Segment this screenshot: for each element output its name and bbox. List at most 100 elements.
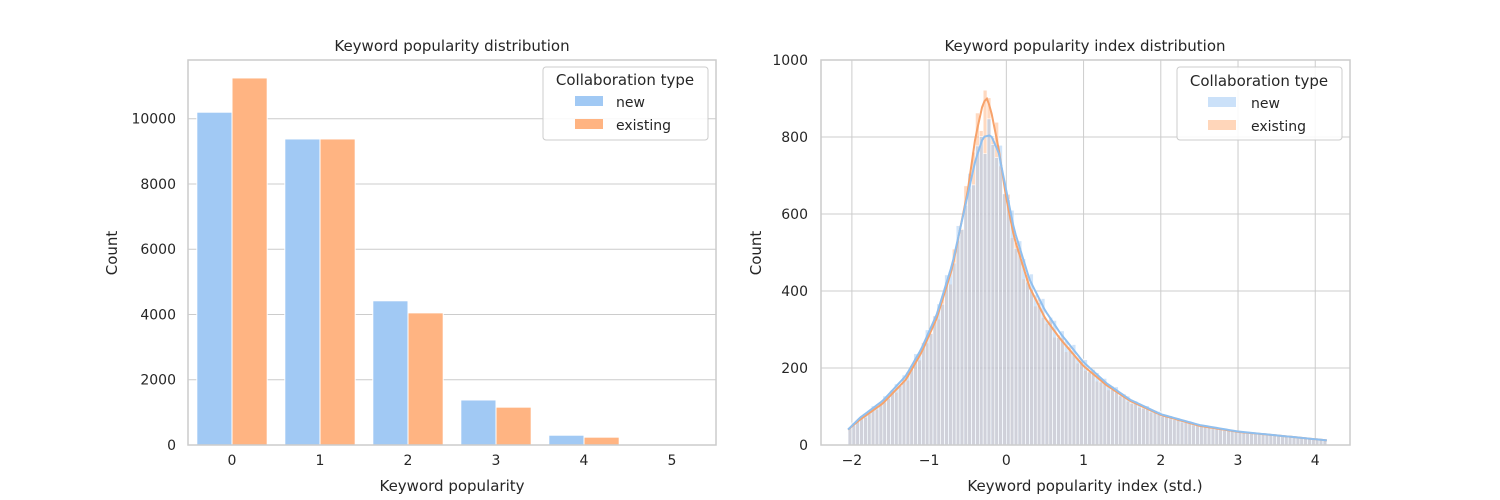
hist-bar-new — [1033, 294, 1038, 446]
legend-title: Collaboration type — [1190, 72, 1328, 90]
hist-bar-new — [932, 315, 938, 446]
hist-bar-new — [1083, 359, 1088, 446]
y-tick-label: 800 — [781, 130, 808, 146]
hist-bar-new — [855, 421, 860, 446]
hist-bar-new — [1145, 405, 1150, 446]
hist-bar-new — [1075, 357, 1081, 446]
hist-bar-new — [1191, 423, 1196, 446]
y-tick-label: 2000 — [140, 373, 176, 389]
plot-frame — [187, 59, 717, 446]
histogram-bars — [847, 89, 1328, 446]
legend: Collaboration type new existing — [542, 66, 709, 141]
hist-bar-new — [1137, 403, 1142, 446]
hist-bar-new — [1098, 381, 1104, 446]
histogram-panel: 0 200 400 600 800 1000 −2 −1 0 1 2 3 4 Keyword popul… — [747, 37, 1351, 495]
bar-existing — [231, 77, 268, 446]
hist-bar-new — [1052, 320, 1057, 446]
hist-bar-new — [1164, 415, 1169, 446]
legend-swatch-existing — [1208, 120, 1236, 130]
hist-bar-new — [928, 333, 934, 446]
hist-bar-new — [1199, 423, 1204, 446]
hist-bar-new — [1002, 193, 1007, 446]
hist-bar-new — [1195, 424, 1200, 446]
x-tick-label: 5 — [668, 453, 677, 469]
legend-label-existing: existing — [1251, 119, 1306, 135]
bars — [196, 77, 708, 446]
hist-bar-new — [959, 229, 965, 446]
y-tick-label: 10000 — [131, 112, 176, 128]
hist-bar-new — [1125, 395, 1131, 446]
hist-bar-new — [1040, 298, 1046, 446]
bar-existing — [407, 312, 444, 446]
y-axis-label: Count — [747, 231, 765, 276]
hist-bar-new — [1222, 428, 1227, 446]
hist-bar-new — [905, 371, 911, 446]
hist-bar-new — [909, 369, 914, 446]
legend-label-new: new — [1251, 96, 1280, 112]
hist-bar-new — [913, 353, 918, 446]
tick-labels: 0 200 400 600 800 1000 −2 −1 0 1 2 3 4 — [772, 53, 1319, 469]
hist-bar-new — [1214, 428, 1220, 446]
hist-bar-new — [874, 405, 880, 446]
legend-swatch-new — [575, 96, 603, 106]
y-tick-label: 0 — [799, 438, 808, 454]
hist-bar-new — [1067, 349, 1073, 446]
bar-new — [284, 138, 321, 446]
hist-bar-new — [1118, 394, 1123, 446]
x-tick-label: −2 — [842, 453, 863, 469]
hist-bar-new — [1249, 432, 1254, 446]
hist-bar-new — [1257, 433, 1262, 446]
hist-bar-new — [1094, 372, 1100, 446]
y-tick-label: 1000 — [772, 53, 808, 69]
hist-bar-new — [994, 157, 999, 446]
hist-bar-new — [1148, 410, 1154, 446]
bar-new — [372, 300, 409, 446]
hist-bar-new — [1063, 340, 1069, 446]
hist-bar-new — [944, 274, 949, 446]
bar-existing — [583, 436, 620, 446]
y-tick-label: 400 — [781, 284, 808, 300]
hist-bar-new — [1237, 431, 1243, 446]
hist-bar-new — [1233, 431, 1239, 446]
hist-bar-new — [1090, 369, 1096, 446]
tick-labels: 0 2000 4000 6000 8000 10000 0 1 2 3 4 5 — [131, 112, 676, 469]
hist-bar-new — [901, 374, 907, 446]
hist-bar-new — [1087, 371, 1092, 446]
y-tick-label: 4000 — [140, 307, 176, 323]
hist-bar-new — [971, 184, 976, 446]
hist-bar-new — [1253, 432, 1258, 446]
hist-bar-new — [940, 303, 945, 446]
legend-label-new: new — [616, 95, 645, 111]
hist-bar-new — [1036, 301, 1042, 446]
legend-title: Collaboration type — [556, 71, 694, 89]
x-tick-label: −1 — [919, 453, 940, 469]
legend-label-existing: existing — [616, 118, 671, 134]
hist-bar-new — [1245, 432, 1250, 446]
hist-bar-new — [1187, 420, 1192, 446]
x-tick-label: 1 — [316, 453, 325, 469]
hist-bar-new — [1006, 199, 1011, 446]
hist-bar-new — [1025, 281, 1030, 446]
hist-bar-new — [917, 354, 922, 446]
hist-bar-new — [963, 204, 969, 446]
hist-bar-new — [1133, 400, 1138, 446]
hist-bar-new — [982, 153, 988, 446]
legend-swatch-existing — [575, 119, 603, 129]
hist-bar-new — [878, 402, 884, 446]
hist-bar-new — [986, 118, 992, 446]
hist-bar-new — [998, 144, 1003, 446]
y-tick-label: 0 — [167, 438, 176, 454]
hist-bar-new — [1017, 240, 1023, 446]
bar-existing — [495, 406, 532, 446]
hist-bar-new — [1079, 360, 1084, 446]
x-tick-label: 4 — [580, 453, 589, 469]
x-tick-label: 3 — [1234, 453, 1243, 469]
bar-new — [460, 399, 497, 446]
hist-bar-new — [867, 412, 872, 446]
hist-bar-new — [1152, 412, 1158, 446]
hist-bar-new — [1210, 426, 1216, 446]
hist-bar-new — [1060, 330, 1065, 446]
hist-bar-new — [1175, 417, 1181, 446]
y-tick-label: 6000 — [140, 242, 176, 258]
legend: Collaboration type new existing — [1176, 66, 1343, 141]
